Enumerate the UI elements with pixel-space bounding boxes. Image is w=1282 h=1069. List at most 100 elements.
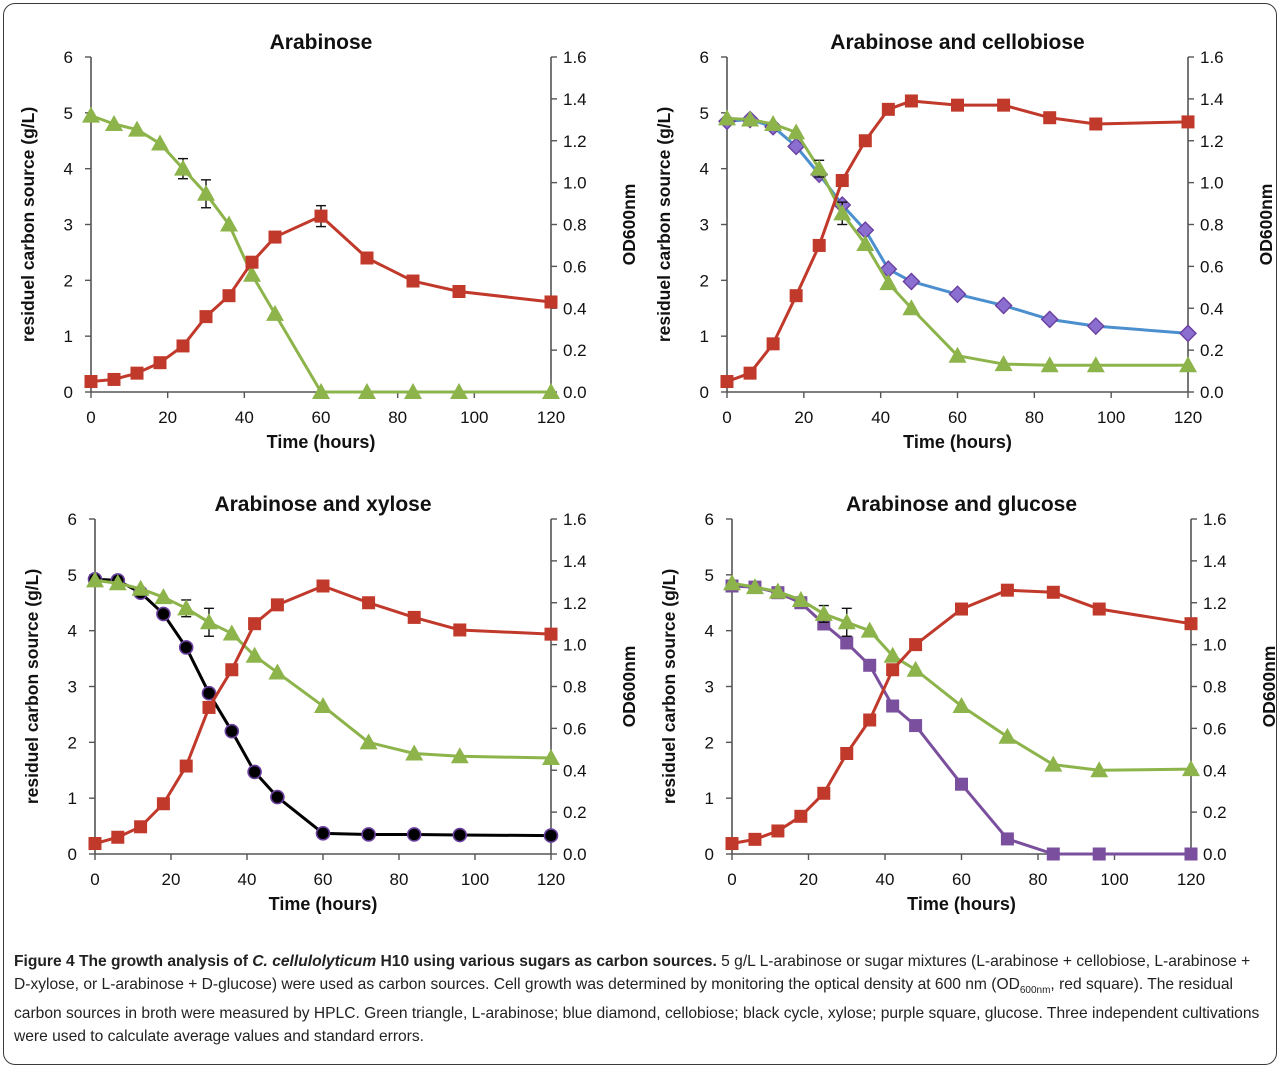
x-tick-label: 100 [460, 408, 488, 427]
data-point-arabinose [745, 578, 764, 595]
y2-tick-label: 0.2 [563, 803, 587, 822]
y2-tick-label: 1.4 [563, 90, 587, 109]
data-point-od [156, 797, 170, 811]
data-point-od [835, 174, 849, 188]
data-point-arabinose [1179, 356, 1197, 373]
x-tick-label: 0 [90, 870, 99, 889]
data-point-od [111, 830, 125, 844]
x-tick-label: 0 [727, 870, 736, 889]
x-tick-label: 120 [537, 408, 565, 427]
y-tick-label: 6 [705, 510, 714, 529]
y2-tick-label: 1.2 [1203, 594, 1227, 613]
data-point-glucose [1092, 847, 1106, 861]
data-point-cellobiose [994, 296, 1013, 315]
chart-title: Arabinose and cellobiose [830, 31, 1084, 54]
data-point-od [1000, 583, 1014, 597]
y-tick-label: 3 [68, 678, 77, 697]
data-point-od [407, 610, 421, 624]
data-point-od [176, 339, 190, 353]
data-point-cellobiose [948, 285, 967, 304]
figure-charts: Arabinose 0 1 2 3 4 5 6 0.0 0.2 0.4 0.6 0.8 1.0 1.2 1.4… [18, 31, 1279, 914]
y-tick-label: 5 [700, 104, 709, 123]
y2-tick-label: 0.6 [1203, 719, 1227, 738]
caption-title-b: H10 using various sugars as carbon sourc… [376, 953, 717, 970]
y-tick-label: 1 [705, 789, 714, 808]
data-point-od [1043, 111, 1057, 125]
y2-tick-label: 1.6 [1203, 510, 1227, 529]
data-point-od [107, 372, 121, 386]
y-tick-label: 1 [700, 327, 709, 346]
data-point-od [794, 809, 808, 823]
data-point-arabinose [906, 660, 925, 677]
figure-caption: Figure 4 The growth analysis of C. cellu… [14, 950, 1266, 1048]
y2-tick-label: 1.6 [563, 48, 587, 67]
data-point-cellobiose [787, 137, 806, 156]
data-point-od [748, 832, 762, 846]
data-point-arabinose [814, 604, 833, 621]
caption-body-subscript: 600nm [1019, 985, 1051, 997]
data-point-od [453, 623, 467, 637]
data-point-od [743, 366, 757, 380]
data-point-od [1046, 585, 1060, 599]
data-point-od [360, 251, 374, 265]
data-point-arabinose [243, 265, 261, 282]
y-tick-label: 5 [68, 566, 77, 585]
y-tick-label: 4 [705, 622, 714, 641]
data-point-od [725, 837, 739, 851]
y2-tick-label: 1.0 [563, 174, 587, 193]
data-point-arabinose [998, 727, 1017, 744]
y-tick-label: 3 [700, 216, 709, 235]
data-point-od [245, 255, 259, 269]
y2-axis-label: OD600nm [1256, 184, 1276, 266]
data-point-arabinose [174, 159, 192, 176]
data-point-cellobiose [1179, 324, 1197, 343]
y2-tick-label: 0.8 [1200, 216, 1224, 235]
y-axis-label: residuel carbon source (g/L) [18, 107, 38, 342]
data-point-xylose [361, 827, 376, 842]
caption-title-species: C. cellulolyticum [252, 953, 377, 970]
data-point-arabinose [718, 109, 736, 126]
y-tick-label: 0 [700, 383, 709, 402]
y-tick-label: 2 [68, 733, 77, 752]
y2-tick-label: 0.8 [1203, 678, 1227, 697]
y2-tick-label: 0.2 [1203, 803, 1227, 822]
data-point-od [766, 337, 780, 351]
y2-tick-label: 1.2 [563, 132, 587, 151]
data-point-arabinose [1090, 761, 1109, 778]
data-point-arabinose [860, 621, 879, 638]
y2-axis-label: OD600nm [1259, 646, 1279, 728]
series-arabinose [718, 109, 1197, 373]
data-point-glucose [1046, 847, 1060, 861]
x-tick-label: 40 [871, 408, 890, 427]
data-point-od [1089, 117, 1103, 131]
chart-panel-arabinose-and-xylose: Arabinose and xylose 0 1 2 3 4 5 6 0.0 0.2 0.4 0.6 0… [22, 493, 639, 914]
y2-tick-label: 0.4 [1200, 299, 1224, 318]
data-point-arabinose [768, 582, 787, 599]
data-point-arabinose [856, 235, 875, 252]
data-point-od [544, 295, 558, 309]
chart-title: Arabinose [270, 31, 373, 54]
data-point-arabinose [787, 123, 806, 140]
caption-title: Figure 4 The growth analysis of C. cellu… [14, 953, 717, 970]
y-tick-label: 2 [705, 733, 714, 752]
data-point-arabinose [994, 355, 1013, 372]
y2-tick-label: 0.4 [563, 299, 587, 318]
x-axis-label: Time (hours) [267, 432, 376, 452]
data-point-arabinose [222, 624, 241, 641]
y2-tick-label: 0.8 [563, 678, 587, 697]
data-point-xylose [247, 764, 262, 780]
data-point-arabinose [723, 574, 741, 591]
data-point-od [904, 94, 918, 108]
y-tick-label: 6 [700, 48, 709, 67]
data-point-glucose [840, 636, 854, 650]
y-axis-label: residuel carbon source (g/L) [22, 569, 42, 804]
y2-tick-label: 0.4 [1203, 761, 1227, 780]
data-point-arabinose [837, 613, 856, 630]
data-point-od [863, 713, 877, 727]
data-point-glucose [1000, 832, 1014, 846]
y-tick-label: 6 [64, 48, 73, 67]
data-point-cellobiose [902, 272, 921, 291]
x-tick-label: 0 [722, 408, 731, 427]
data-point-od [997, 98, 1011, 112]
x-tick-label: 100 [1100, 870, 1128, 889]
